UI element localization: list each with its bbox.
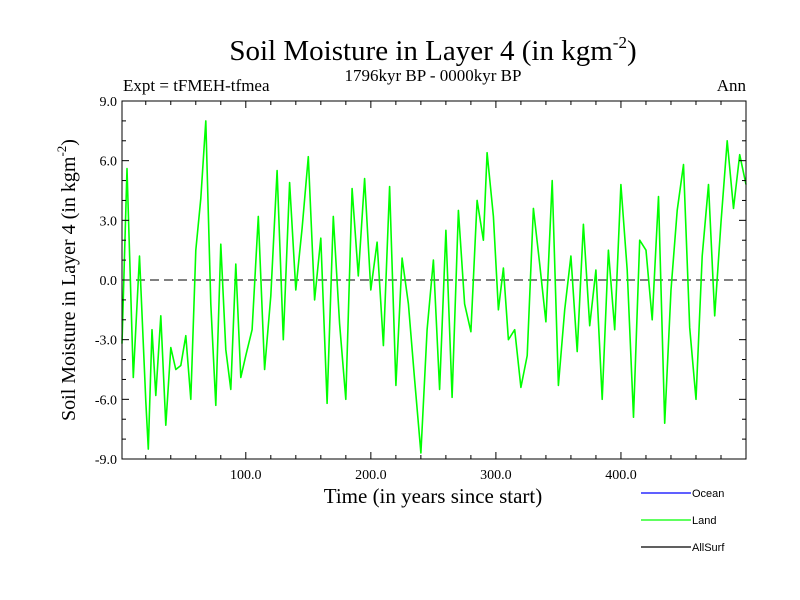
season-label: Ann bbox=[717, 76, 747, 95]
y-tick-label: 0.0 bbox=[100, 274, 118, 289]
y-tick-label: -6.0 bbox=[95, 393, 117, 408]
y-axis-label: Soil Moisture in Layer 4 (in kgm-2) bbox=[54, 139, 80, 421]
x-axis-label: Time (in years since start) bbox=[324, 484, 543, 508]
legend-label-land: Land bbox=[692, 515, 716, 527]
legend-label-allsurf: AllSurf bbox=[692, 542, 725, 554]
x-tick-label: 400.0 bbox=[605, 468, 637, 483]
x-tick-label: 300.0 bbox=[480, 468, 512, 483]
series-line-land bbox=[121, 120, 747, 454]
x-tick-label: 200.0 bbox=[355, 468, 387, 483]
x-tick-label: 100.0 bbox=[230, 468, 262, 483]
y-tick-label: -3.0 bbox=[95, 334, 117, 349]
legend: Ocean Land AllSurf bbox=[641, 488, 725, 554]
y-tick-label: 6.0 bbox=[100, 155, 118, 170]
chart-title: Soil Moisture in Layer 4 (in kgm-2) bbox=[229, 33, 636, 67]
experiment-label: Expt = tFMEH-tfmea bbox=[123, 76, 270, 95]
y-tick-label: -9.0 bbox=[95, 453, 117, 468]
y-tick-label: 3.0 bbox=[100, 214, 118, 229]
legend-label-ocean: Ocean bbox=[692, 488, 724, 500]
time-range-label: 1796kyr BP - 0000kyr BP bbox=[345, 66, 522, 85]
y-tick-label: 9.0 bbox=[100, 95, 118, 110]
